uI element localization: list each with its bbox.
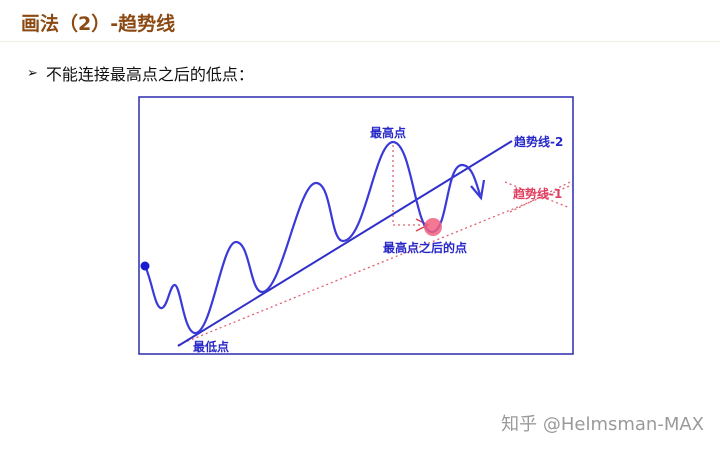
label-point-after-highest: 最高点之后的点: [383, 240, 467, 255]
label-trendline-2: 趋势线-2: [514, 134, 563, 149]
curve-arrowhead-icon: [470, 179, 486, 201]
trendline-1: [177, 184, 573, 346]
trendline-2: [177, 140, 513, 347]
diagram-frame: [138, 96, 574, 355]
label-trendline-1: 趋势线-1: [513, 186, 562, 201]
start-point: [140, 261, 150, 271]
bullet-item: ➢ 不能连接最高点之后的低点：: [27, 61, 254, 85]
highest-point-guide: [392, 145, 425, 226]
arrow-bullet-icon: ➢: [27, 65, 38, 81]
label-highest-point: 最高点: [370, 125, 406, 140]
label-lowest-point: 最低点: [193, 339, 229, 354]
slide-title: 画法（2）-趋势线: [21, 13, 176, 35]
cross-mark-a: [504, 181, 571, 209]
title-divider: [0, 41, 720, 42]
cross-mark-b: [509, 181, 571, 213]
bullet-text: 不能连接最高点之后的低点：: [45, 65, 254, 84]
watermark: 知乎 @Helmsman-MAX: [501, 414, 704, 435]
point-after-highest-marker: [424, 218, 442, 236]
